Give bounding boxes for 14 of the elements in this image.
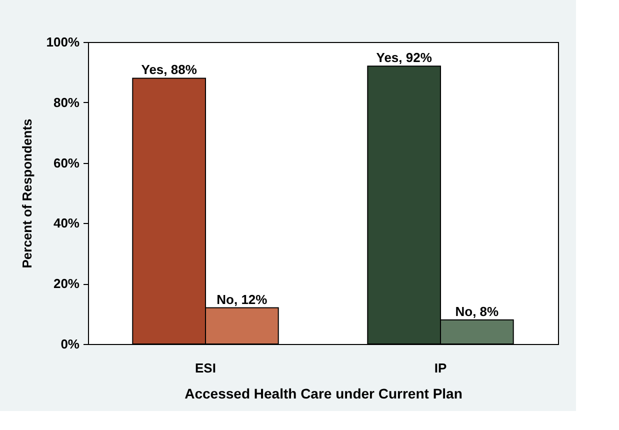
x-tick-label: IP xyxy=(434,360,447,376)
data-label: Yes, 92% xyxy=(376,50,432,66)
y-tick-label: 40% xyxy=(53,216,80,231)
x-tick-label: ESI xyxy=(195,360,216,376)
y-axis-title: Percent of Respondents xyxy=(19,118,34,268)
y-tick-label: 0% xyxy=(60,336,80,352)
y-tick-label: 80% xyxy=(53,94,80,110)
x-axis-title: Accessed Health Care under Current Plan xyxy=(184,386,462,402)
data-label: No, 12% xyxy=(216,292,268,307)
data-label: No, 8% xyxy=(455,304,500,319)
y-tick-label: 20% xyxy=(53,276,80,292)
data-label: Yes, 88% xyxy=(141,62,198,78)
y-tick-label: 100% xyxy=(46,34,80,50)
y-tick-label: 60% xyxy=(53,155,80,170)
